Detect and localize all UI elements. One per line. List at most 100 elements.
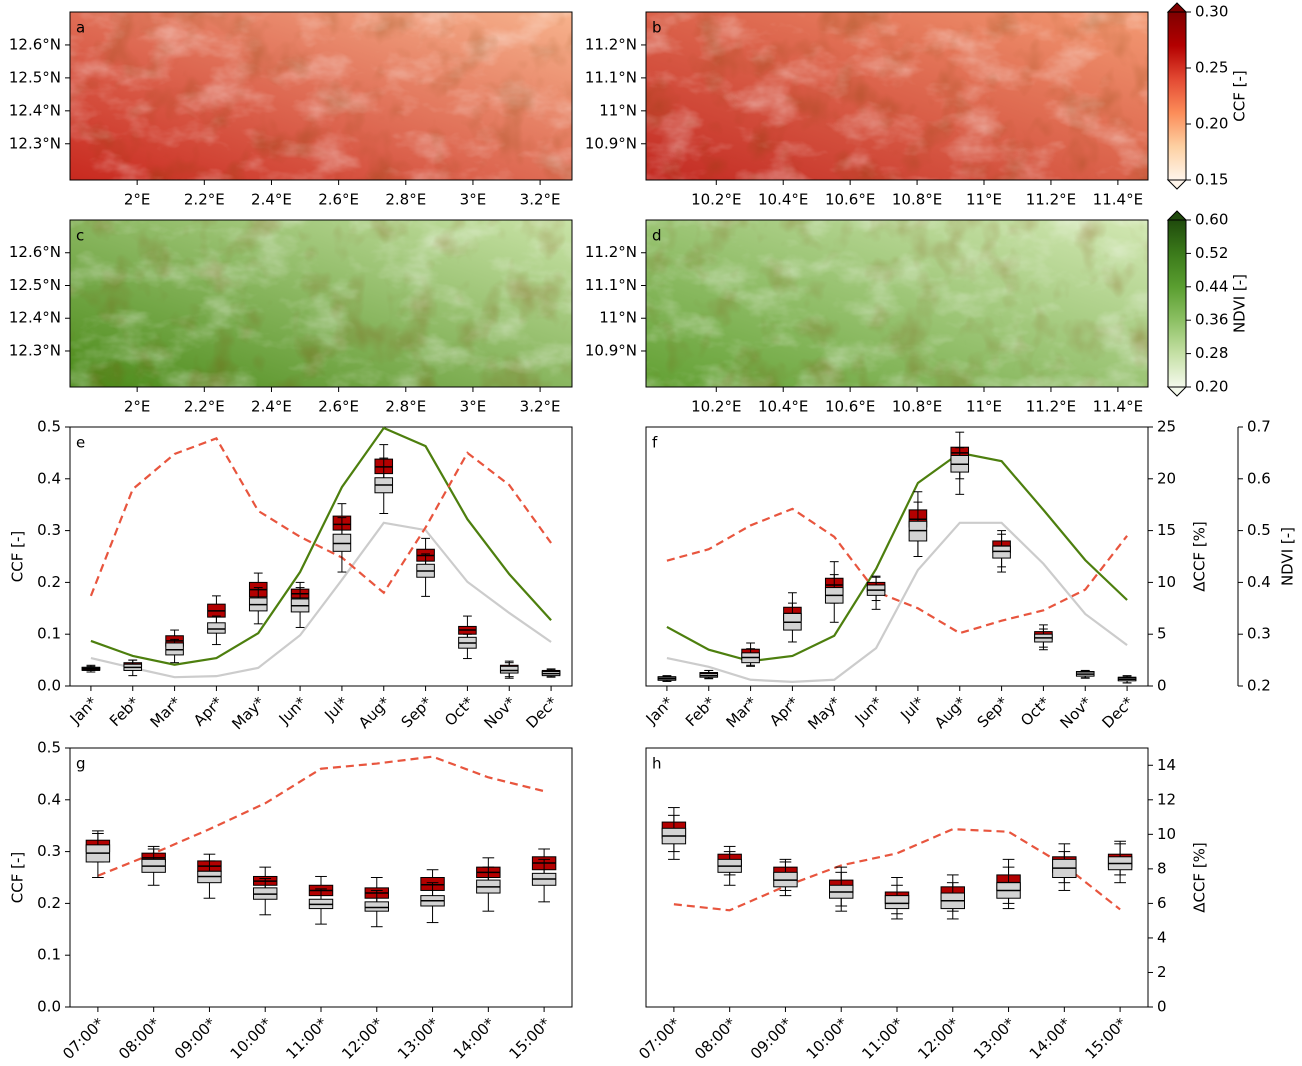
x-tick-label: 2°E [124, 191, 151, 209]
x-tick-label: 11°E [966, 191, 1002, 209]
colorbar-tick-label: 0.20 [1195, 115, 1228, 133]
x-tick-label: 10.8°E [892, 398, 942, 416]
y3-tick-label: 0.7 [1247, 418, 1271, 436]
x-tick-label: 11.4°E [1093, 398, 1143, 416]
x-tick-label: 14:00* [1026, 1014, 1075, 1063]
y-tick-label: 0.5 [37, 739, 61, 757]
x-tick-label: Jan* [642, 693, 677, 728]
x-tick-label: Dec* [1099, 693, 1138, 732]
x-tick-label: May* [228, 693, 268, 733]
y2-tick-label: 6 [1157, 894, 1167, 912]
y2-tick-label: 14 [1157, 756, 1176, 774]
y-axis-label: CCF [-] [9, 531, 27, 582]
panel-label: g [76, 755, 86, 773]
map-texture [646, 220, 1148, 387]
x-tick-label: Feb* [106, 693, 143, 730]
colorbar-extend [1166, 2, 1188, 13]
line-series [673, 828, 1121, 912]
panel-label: b [652, 19, 662, 37]
plot-frame [69, 426, 573, 687]
y-tick-label: 0.3 [37, 842, 61, 860]
x-tick-label: 07:00* [59, 1014, 108, 1063]
x-tick-label: Nov* [481, 693, 520, 732]
y2-tick-label: 20 [1157, 469, 1176, 487]
y-tick-label: 12.4°N [9, 309, 61, 327]
x-tick-label: 2.8°E [385, 398, 426, 416]
map-texture [70, 12, 572, 180]
x-tick-label: 10.8°E [892, 191, 942, 209]
x-tick-label: Apr* [190, 693, 227, 730]
x-tick-label: Sep* [974, 693, 1012, 731]
y3-tick-label: 0.5 [1247, 521, 1271, 539]
map-frame [69, 219, 573, 388]
x-tick-label: 11.2°E [1026, 398, 1076, 416]
colorbar-extend [1166, 179, 1188, 190]
x-tick-label: 12:00* [338, 1014, 387, 1063]
x-tick-label: 10.4°E [758, 398, 808, 416]
y-tick-label: 0.2 [37, 894, 61, 912]
colorbar [1168, 12, 1186, 180]
line-series [666, 521, 1128, 683]
colorbar-frame [1167, 11, 1187, 181]
colorbar-tick-label: 0.28 [1195, 344, 1228, 362]
x-tick-label: Jun* [851, 693, 887, 729]
x-tick-label: 15:00* [506, 1014, 555, 1063]
colorbar-tick-label: 0.60 [1195, 211, 1228, 229]
y2-axis-label: ΔCCF [%] [1191, 521, 1209, 592]
x-tick-label: 3.2°E [520, 191, 561, 209]
y-tick-label: 0.4 [37, 469, 61, 487]
y3-axis-label: NDVI [-] [1279, 527, 1297, 586]
panel-label: f [652, 434, 658, 452]
x-tick-label: Jun* [275, 693, 311, 729]
y-tick-label: 12.6°N [9, 35, 61, 53]
x-tick-label: Jul* [896, 693, 928, 725]
x-tick-label: Oct* [1017, 693, 1054, 730]
y-tick-label: 11.1°N [585, 276, 637, 294]
y-tick-label: 0.3 [37, 521, 61, 539]
y2-tick-label: 8 [1157, 859, 1167, 877]
plot-frame [645, 426, 1149, 687]
x-tick-label: 2.8°E [385, 191, 426, 209]
map-frame [69, 11, 573, 181]
y2-tick-label: 25 [1157, 418, 1176, 436]
x-tick-label: Jul* [320, 693, 352, 725]
y-tick-label: 10.9°N [585, 134, 637, 152]
x-tick-label: 10.6°E [825, 398, 875, 416]
x-tick-label: Aug* [931, 693, 970, 732]
colorbar [1168, 220, 1186, 387]
x-tick-label: 2.4°E [251, 398, 292, 416]
x-tick-label: Nov* [1057, 693, 1096, 732]
line-series [90, 426, 552, 666]
y-tick-label: 0.0 [37, 677, 61, 695]
x-tick-label: 11:00* [858, 1014, 907, 1063]
colorbar-label: CCF [-] [1231, 70, 1249, 121]
x-tick-label: Mar* [723, 693, 761, 731]
x-tick-label: 11.4°E [1093, 191, 1143, 209]
x-tick-label: May* [804, 693, 844, 733]
y-tick-label: 12.5°N [9, 68, 61, 86]
y-tick-label: 0.5 [37, 418, 61, 436]
colorbar-tick-label: 0.52 [1195, 244, 1228, 262]
y3-tick-label: 0.4 [1247, 573, 1271, 591]
x-tick-label: 3°E [460, 191, 487, 209]
y-tick-label: 11°N [599, 309, 637, 327]
y-tick-label: 11.2°N [585, 35, 637, 53]
y3-tick-label: 0.3 [1247, 625, 1271, 643]
colorbar-extend [1166, 386, 1188, 397]
x-tick-label: Aug* [355, 693, 394, 732]
colorbar-extend [1166, 210, 1188, 221]
y-tick-label: 12.3°N [9, 134, 61, 152]
panel-label: h [652, 755, 662, 773]
x-tick-label: Oct* [441, 693, 478, 730]
x-tick-label: 11.2°E [1026, 191, 1076, 209]
x-tick-label: 13:00* [394, 1014, 443, 1063]
y3-tick-label: 0.2 [1247, 677, 1271, 695]
y2-tick-label: 0 [1157, 998, 1167, 1016]
x-tick-label: 10.4°E [758, 191, 808, 209]
y-tick-label: 12.3°N [9, 341, 61, 359]
colorbar-tick-label: 0.30 [1195, 3, 1228, 21]
y-tick-label: 12.4°N [9, 101, 61, 119]
x-tick-label: 2.6°E [318, 398, 359, 416]
